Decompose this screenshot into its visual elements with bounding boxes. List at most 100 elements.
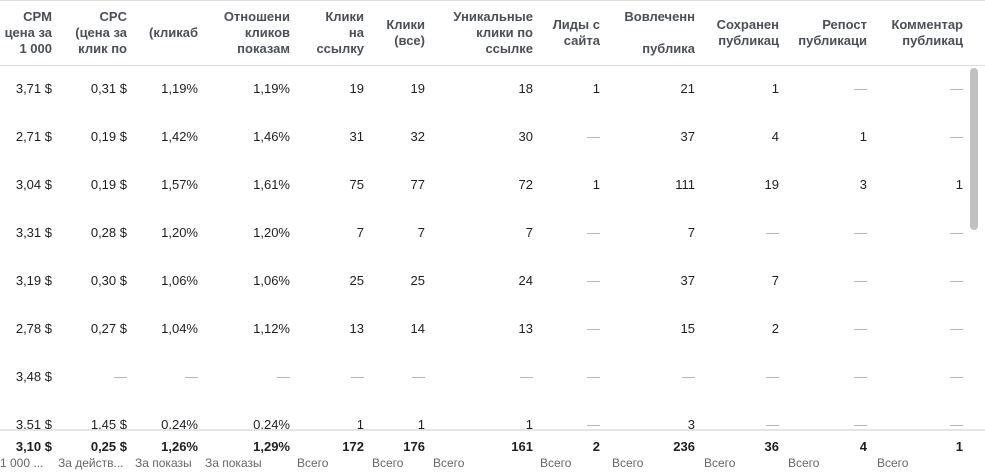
table-row[interactable]: 3,04 $0,19 $1,57% 1,61% 75 77 72 1 111 19 3 1 — [0, 169, 970, 217]
cell-site-leads: 1 — [592, 81, 600, 96]
cell-ctr: 1,20% — [161, 225, 198, 240]
cell-cpm: 2,78 $ — [15, 321, 52, 336]
cell-link-clicks: — — [351, 369, 364, 384]
cell-cpc: 0,31 $ — [90, 81, 127, 96]
cell-ctr: 1,06% — [161, 273, 198, 288]
cell-site-leads: — — [587, 225, 600, 240]
cell-cpc: 0,19 $ — [90, 177, 127, 192]
table-row[interactable]: 3,48 $ — — — — — — — — — — — — [0, 361, 970, 409]
cell-saves: 19 — [764, 177, 779, 192]
total-engagement: 236 — [673, 439, 695, 454]
cell-link-clicks: 25 — [349, 273, 364, 288]
column-header-reposts[interactable]: Репост публикаци — [798, 17, 867, 48]
cell-site-leads: — — [587, 417, 600, 432]
column-header-site-leads[interactable]: Лиды с сайта — [552, 17, 600, 48]
cell-comments: — — [950, 321, 963, 336]
cell-site-leads: — — [587, 273, 600, 288]
total-label-link-clicks: Всего — [297, 456, 329, 470]
total-ctr: 1,26% — [161, 439, 198, 454]
cell-ctr: 1,42% — [161, 129, 198, 144]
cell-all-clicks: 25 — [410, 273, 425, 288]
total-label-all-clicks: Всего — [372, 456, 404, 470]
table-row[interactable]: 3,71 $ 0,31 $ 1,19% 1,19% 19 19 18 1 21 1 — — — [0, 73, 970, 121]
cell-ctr: — — [185, 369, 198, 384]
total-label-engagement: Всего — [612, 456, 644, 470]
cell-all-clicks: — — [412, 369, 425, 384]
cell-reposts: — — [854, 369, 867, 384]
table-row[interactable]: 2,78 $ 0,27 $ 1,04% 1,12% 13 14 13 — 15 2 — — — [0, 313, 970, 361]
cell-reposts: 3 — [859, 177, 867, 192]
cell-click-ratio: 1,46% — [253, 129, 290, 144]
cell-reposts: — — [854, 321, 867, 336]
cell-cpm: 3,04 $ — [15, 177, 52, 192]
total-click-ratio: 1,29% — [253, 439, 290, 454]
column-header-cpm[interactable]: CPM цена за 1 000 — [4, 9, 52, 56]
cell-cpm: 3,31 $ — [15, 225, 52, 240]
cell-cpc: 0,30 $ — [90, 273, 127, 288]
cell-link-clicks: 13 — [349, 321, 364, 336]
total-reposts: 4 — [859, 439, 867, 454]
cell-link-clicks: 7 — [356, 225, 364, 240]
cell-cpc: 0,19 $ — [90, 129, 127, 144]
cell-saves: — — [766, 369, 779, 384]
cell-unique-link-clicks: 1 — [525, 417, 533, 432]
cell-unique-link-clicks: 18 — [518, 81, 533, 96]
cell-click-ratio: 1,20% — [253, 225, 290, 240]
table-row[interactable]: 3,19 $ 0,30 $ 1,06% 1,06% 25 25 24 — 37 7 — — — [0, 265, 970, 313]
total-label-cpc: За действ... — [58, 456, 124, 470]
total-all-clicks: 176 — [403, 439, 425, 454]
cell-cpc: — — [114, 369, 127, 384]
cell-saves: — — [766, 225, 779, 240]
cell-unique-link-clicks: 72 — [518, 177, 533, 192]
total-label-ctr: За показы — [135, 456, 192, 470]
cell-all-clicks: 1 — [417, 417, 425, 432]
cell-all-clicks: 7 — [417, 225, 425, 240]
column-header-link-clicks[interactable]: Клики на ссылку — [316, 9, 364, 56]
total-label-reposts: Всего — [788, 456, 820, 470]
cell-reposts: 1 — [859, 129, 867, 144]
cell-saves: 7 — [771, 273, 779, 288]
cell-all-clicks: 19 — [410, 81, 425, 96]
column-header-unique-link-clicks[interactable]: Уникальные клики по ссылке — [453, 9, 533, 56]
cell-link-clicks: 75 — [349, 177, 364, 192]
total-label-unique-link-clicks: Всего — [433, 456, 465, 470]
cell-click-ratio: 1,61% — [253, 177, 290, 192]
vertical-scrollbar[interactable] — [970, 68, 978, 230]
cell-all-clicks: 14 — [410, 321, 425, 336]
cell-comments: — — [950, 417, 963, 432]
total-label-site-leads: Всего — [540, 456, 572, 470]
cell-all-clicks: 77 — [410, 177, 425, 192]
cell-comments: — — [950, 273, 963, 288]
cell-comments: — — [950, 81, 963, 96]
total-label-saves: Всего — [704, 456, 736, 470]
cell-saves: 1 — [771, 81, 779, 96]
cell-engagement: 15 — [680, 321, 695, 336]
column-header-comments[interactable]: Комментар публикац — [891, 17, 963, 48]
cell-reposts: — — [854, 81, 867, 96]
table-row[interactable]: 3,51 $ 1,45 $ 0,24% 0,24% 1 1 1 — 3 — — — — [0, 409, 970, 457]
cell-click-ratio: 1,12% — [253, 321, 290, 336]
column-header-click-ratio[interactable]: Отношени кликов показам — [223, 9, 290, 56]
total-cpm: 3,10 $ — [15, 439, 52, 454]
column-header-engagement[interactable]: Вовлеченн публика — [624, 9, 695, 56]
cell-engagement: 111 — [675, 177, 695, 192]
cell-unique-link-clicks: — — [520, 369, 533, 384]
cell-cpm: 3,51 $ — [15, 417, 52, 432]
cell-site-leads: 1 — [592, 177, 600, 192]
cell-click-ratio: 1,19% — [253, 81, 290, 96]
cell-saves: 4 — [771, 129, 779, 144]
column-header-cpc[interactable]: CPC (цена за клик по — [75, 9, 127, 56]
table-row[interactable]: 3,31 $ 0,28 $ 1,20% 1,20% 7 7 7 — 7 — — — — [0, 217, 970, 265]
column-header-saves[interactable]: Сохранен публикац — [716, 17, 779, 48]
total-label-click-ratio: За показы — [205, 456, 262, 470]
cell-engagement: 37 — [680, 129, 695, 144]
cell-engagement: — — [682, 369, 695, 384]
cell-cpc: 0,28 $ — [90, 225, 127, 240]
total-saves: 36 — [764, 439, 779, 454]
column-header-ctr[interactable]: (кликаб — [148, 25, 198, 40]
table-header: CPM цена за 1 000 CPC (цена за клик по (к… — [0, 0, 985, 66]
table-row[interactable]: 2,71 $ 0,19 $ 1,42% 1,46% 31 32 30 — 37 4 1 — — [0, 121, 970, 169]
cell-reposts: — — [854, 417, 867, 432]
cell-site-leads: — — [587, 369, 600, 384]
column-header-all-clicks[interactable]: Клики (все) — [386, 17, 425, 48]
